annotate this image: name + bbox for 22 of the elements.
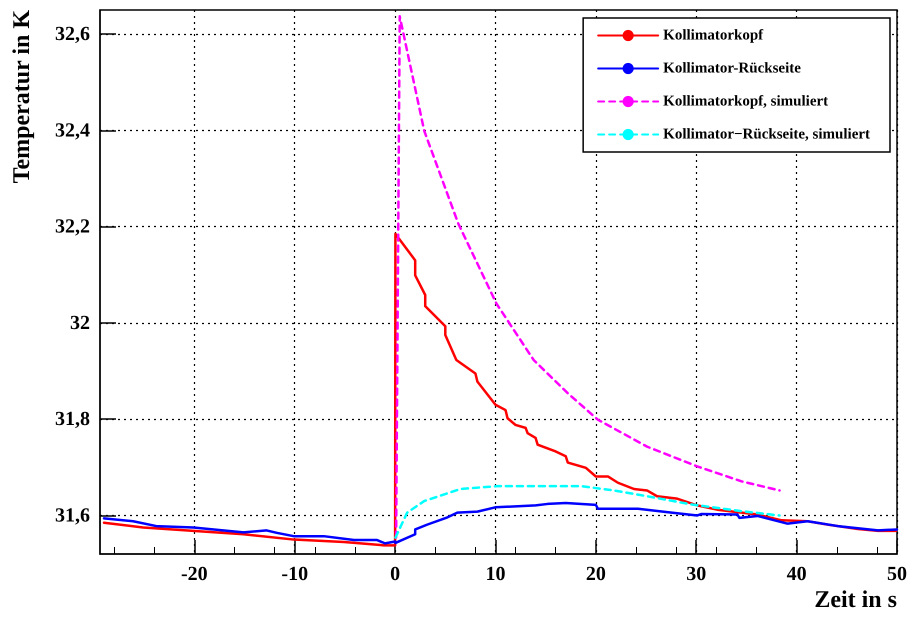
y-tick-label: 32,6	[55, 23, 90, 46]
x-tick-label: 20	[586, 563, 606, 585]
line-series	[394, 484, 781, 539]
legend-label: Kollimator−Rückseite, simuliert	[663, 126, 870, 142]
legend-label: Kollimatorkopf	[663, 28, 764, 44]
y-tick-label: 31,8	[55, 408, 90, 430]
x-tick-label: 50	[887, 563, 907, 585]
y-tick-label: 31,6	[55, 504, 90, 526]
x-axis-title: Zeit in s	[814, 587, 897, 613]
x-tick-label: -20	[181, 563, 208, 585]
y-tick-label: 32,4	[55, 119, 90, 142]
line-series	[102, 502, 898, 545]
legend-label: Kollimatorkopf, simuliert	[663, 94, 828, 110]
y-axis-title: Temperatur in K	[9, 10, 35, 184]
y-tick-label: 32	[70, 312, 90, 334]
x-tick-label: 40	[786, 563, 807, 585]
x-tick-label: 0	[390, 563, 400, 585]
x-tick-label: -10	[281, 563, 308, 585]
legend-label: Kollimator-Rückseite	[663, 60, 802, 76]
x-tick-label: 30	[686, 563, 706, 585]
x-tick-label: 10	[485, 563, 506, 585]
y-tick-label: 32,2	[55, 216, 90, 238]
